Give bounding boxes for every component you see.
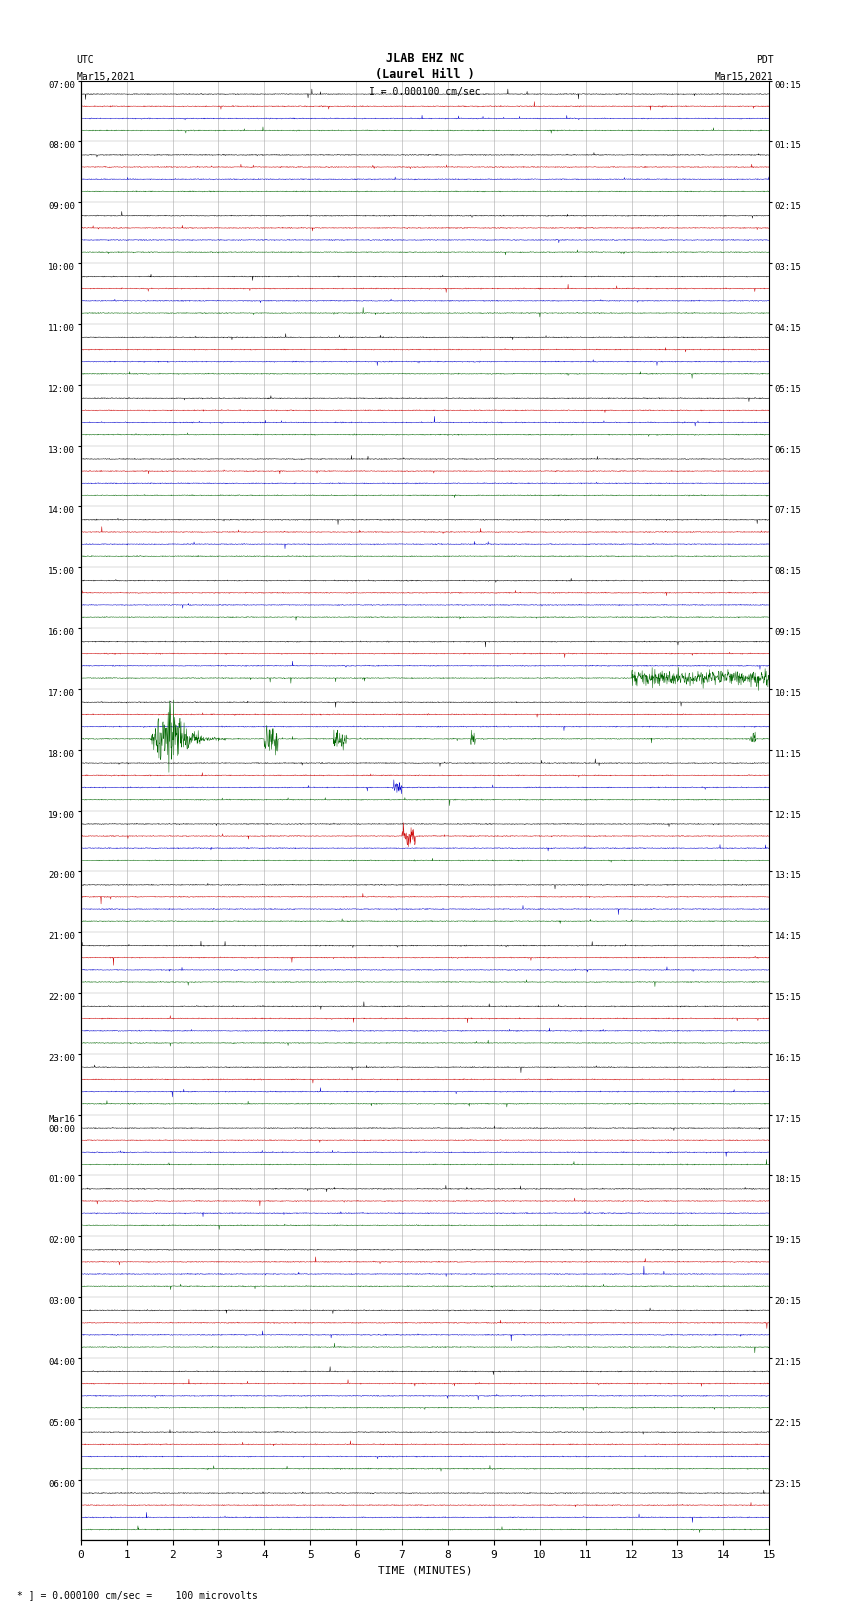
Text: (Laurel Hill ): (Laurel Hill ) [375,68,475,81]
X-axis label: TIME (MINUTES): TIME (MINUTES) [377,1566,473,1576]
Text: JLAB EHZ NC: JLAB EHZ NC [386,52,464,65]
Text: * ] = 0.000100 cm/sec =    100 microvolts: * ] = 0.000100 cm/sec = 100 microvolts [17,1590,258,1600]
Text: Mar15,2021: Mar15,2021 [715,73,774,82]
Text: I = 0.000100 cm/sec: I = 0.000100 cm/sec [369,87,481,97]
Text: PDT: PDT [756,55,774,65]
Text: UTC: UTC [76,55,94,65]
Text: Mar15,2021: Mar15,2021 [76,73,135,82]
